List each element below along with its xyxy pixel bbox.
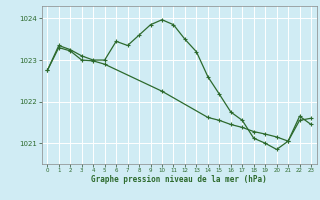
X-axis label: Graphe pression niveau de la mer (hPa): Graphe pression niveau de la mer (hPa) [91, 175, 267, 184]
